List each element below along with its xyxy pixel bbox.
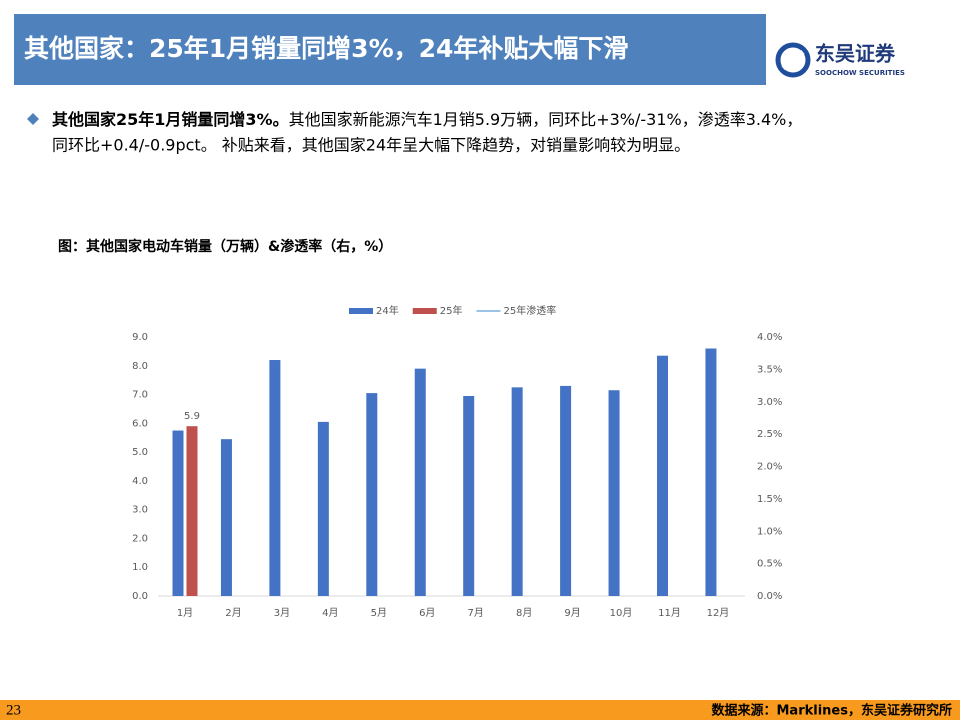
y2-tick-label: 0.5%	[757, 559, 782, 570]
logo: 东吴证券 SOOCHOW SECURITIES	[775, 42, 905, 78]
x-tick-label: 1月	[177, 607, 193, 619]
bar	[317, 421, 329, 596]
y2-tick-label: 0.0%	[757, 591, 782, 602]
bullet-text: 同环比+0.4/-0.9pct。 补贴来看，其他国家24年呈大幅下降趋势，对销量…	[52, 136, 690, 155]
x-tick-label: 9月	[564, 607, 580, 619]
bar	[463, 395, 475, 596]
value-label: 5.9	[184, 411, 200, 422]
bar	[705, 348, 717, 596]
bar	[511, 387, 523, 596]
bar	[269, 360, 281, 596]
x-tick-label: 12月	[707, 607, 730, 619]
x-tick-label: 8月	[516, 607, 532, 619]
bar	[414, 368, 426, 596]
bar	[657, 355, 668, 596]
y-tick-label: 1.0	[132, 562, 148, 573]
legend-swatch	[349, 308, 373, 314]
legend-swatch	[412, 308, 437, 314]
legend-label: 25年	[440, 304, 463, 317]
bullet-bold: 其他国家25年1月销量同增3%。	[52, 110, 289, 129]
x-tick-label: 11月	[658, 607, 681, 619]
y2-tick-label: 3.5%	[757, 364, 782, 375]
x-tick-label: 10月	[610, 607, 633, 619]
x-tick-label: 3月	[274, 607, 290, 619]
x-tick-label: 2月	[225, 607, 241, 619]
bar	[560, 385, 572, 596]
source: 数据来源：Marklines，东吴证券研究所	[712, 703, 953, 719]
bar	[186, 426, 198, 596]
x-tick-label: 7月	[468, 607, 484, 619]
x-tick-label: 6月	[419, 607, 435, 619]
chart-title: 图：其他国家电动车销量（万辆）&渗透率（右，%）	[58, 238, 392, 255]
logo-cn: 东吴证券	[815, 42, 896, 66]
header-bar	[14, 14, 766, 85]
logo-en: SOOCHOW SECURITIES	[815, 69, 905, 77]
y-tick-label: 9.0	[132, 332, 148, 343]
logo-icon	[781, 50, 805, 70]
y-tick-label: 3.0	[132, 505, 148, 516]
page-number: 23	[6, 702, 21, 718]
bar	[366, 393, 378, 596]
bar	[220, 439, 232, 596]
y-tick-label: 4.0	[132, 476, 148, 487]
y2-tick-label: 2.5%	[757, 429, 782, 440]
y2-tick-label: 2.0%	[757, 462, 782, 473]
y-tick-label: 5.0	[132, 447, 148, 458]
y2-tick-label: 1.5%	[757, 494, 782, 505]
y-tick-label: 7.0	[132, 390, 148, 401]
logo-icon	[775, 42, 811, 78]
y-tick-label: 2.0	[132, 533, 148, 544]
y2-tick-label: 3.0%	[757, 397, 782, 408]
legend-label: 25年渗透率	[503, 304, 556, 317]
bullet-icon	[27, 113, 39, 125]
y-tick-label: 0.0	[132, 591, 148, 602]
y-tick-label: 6.0	[132, 418, 148, 429]
bullet-text: 其他国家新能源汽车1月销5.9万辆，同环比+3%/-31%，渗透率3.4%，	[289, 110, 803, 129]
bar	[608, 390, 620, 596]
bar	[172, 430, 184, 596]
y2-tick-label: 4.0%	[757, 332, 782, 343]
header-title: 其他国家：25年1月销量同增3%，24年补贴大幅下滑	[24, 34, 628, 63]
x-tick-label: 4月	[322, 607, 338, 619]
y-tick-label: 8.0	[132, 361, 148, 372]
x-tick-label: 5月	[371, 607, 387, 619]
bullet-line: 其他国家25年1月销量同增3%。其他国家新能源汽车1月销5.9万辆，同环比+3%…	[52, 110, 802, 129]
y2-tick-label: 1.0%	[757, 526, 782, 537]
legend-label: 24年	[376, 304, 399, 317]
footer-bar	[0, 700, 960, 720]
